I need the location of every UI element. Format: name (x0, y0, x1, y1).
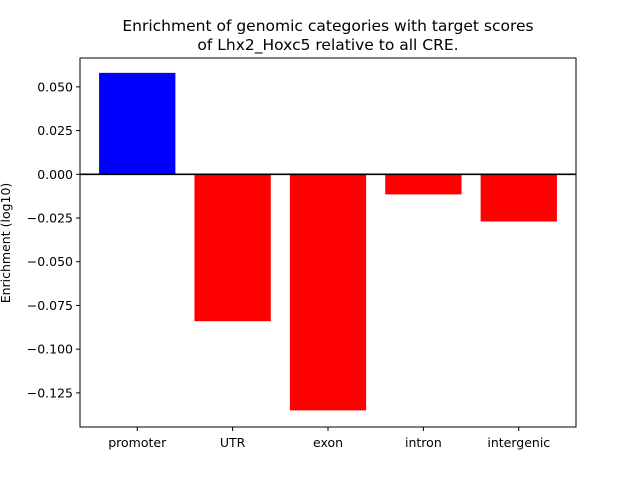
y-tick-label: −0.125 (27, 385, 73, 400)
x-tick-label: intergenic (487, 435, 550, 450)
y-tick-label: −0.100 (27, 342, 73, 357)
x-tick-label: UTR (220, 435, 246, 450)
y-tick-label: −0.050 (27, 254, 73, 269)
chart-title-line-2: of Lhx2_Hoxc5 relative to all CRE. (197, 36, 458, 55)
bar-promoter (99, 72, 176, 175)
y-axis-label: Enrichment (log10) (0, 183, 13, 304)
bar-exon (289, 174, 367, 411)
bars-group (99, 72, 557, 411)
x-tick-label: promoter (108, 435, 167, 450)
x-tick-label: intron (405, 435, 442, 450)
y-tick-label: 0.000 (37, 167, 73, 182)
x-axis: promoter UTR exon intron intergenic (108, 427, 550, 450)
bar-intergenic (480, 174, 557, 222)
y-axis: 0.050 0.025 0.000 −0.025 −0.050 −0.075 −0.100 −… (27, 79, 80, 400)
bar-intron (385, 174, 462, 195)
y-tick-label: −0.025 (27, 211, 73, 226)
chart-title-line-1: Enrichment of genomic categories with ta… (122, 17, 533, 35)
y-tick-label: 0.025 (37, 123, 73, 138)
y-tick-label: −0.075 (27, 298, 73, 313)
bar-UTR (194, 174, 271, 322)
x-tick-label: exon (313, 435, 343, 450)
y-tick-label: 0.050 (37, 79, 73, 94)
